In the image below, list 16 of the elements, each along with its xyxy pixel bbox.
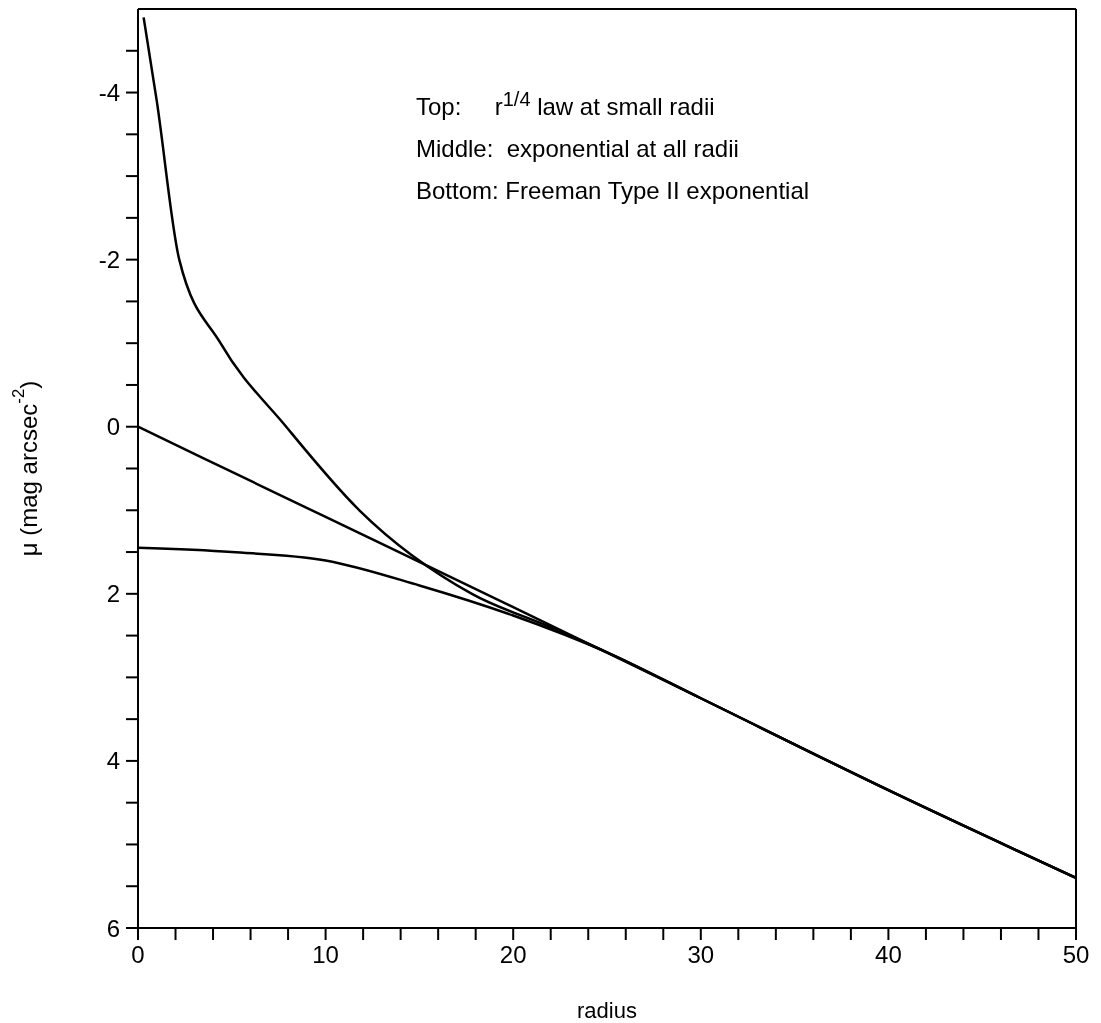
x-tick-label: 50: [1062, 941, 1090, 969]
y-tick-label: 0: [106, 413, 120, 441]
y-tick-label: 4: [106, 747, 120, 775]
x-tick-label: 0: [131, 941, 145, 969]
y-tick-label: -2: [98, 246, 120, 274]
x-tick-label: 40: [875, 941, 902, 969]
annotation: Top: r$^{1/4}$ law at small radii: [416, 87, 716, 122]
y-tick-label: 6: [106, 914, 120, 942]
annotation: Bottom: Freeman Type II exponential: [416, 176, 810, 206]
x-tick-label: 10: [312, 941, 339, 969]
x-axis-title: radius: [577, 998, 637, 1023]
y-tick-label: 2: [106, 580, 120, 608]
x-tick-label: 30: [687, 941, 715, 969]
x-tick-label: 20: [499, 941, 527, 969]
y-tick-label: -4: [98, 79, 120, 107]
annotation: Middle: exponential at all radii: [416, 134, 740, 164]
